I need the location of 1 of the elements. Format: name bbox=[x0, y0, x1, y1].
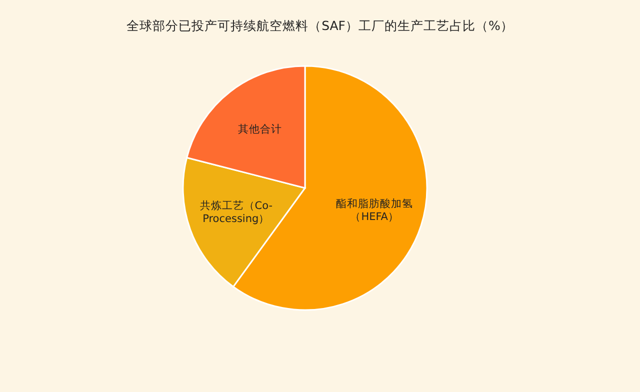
title: 全球部分已投产可持续航空燃料（SAF）工厂的生产工艺占比（%） bbox=[126, 18, 514, 35]
